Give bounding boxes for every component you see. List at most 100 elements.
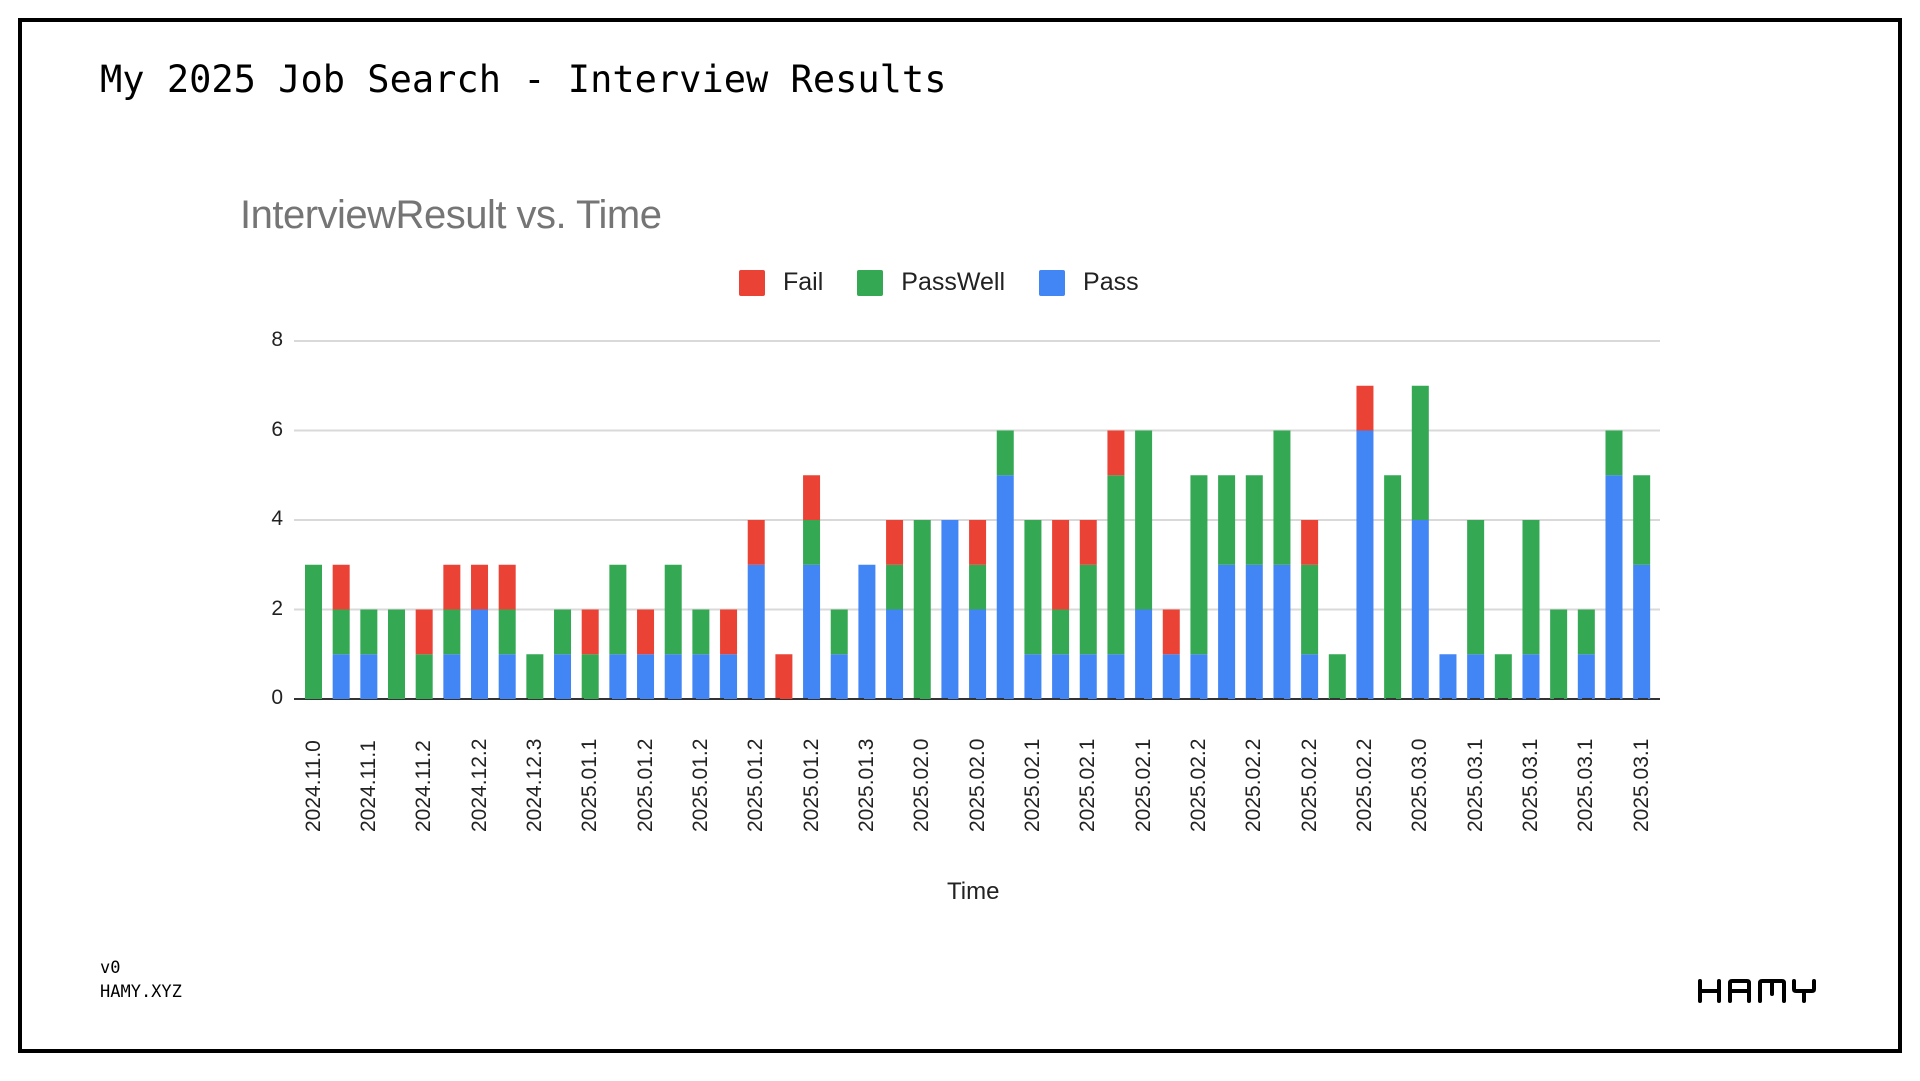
bar-stack [526, 654, 544, 699]
bar-segment-passwell [443, 609, 461, 655]
bar-stack [913, 520, 931, 699]
x-tick-label: 2025.02.0 [965, 738, 989, 832]
x-tick-label: 2024.12.3 [522, 738, 546, 832]
bar-segment-passwell [305, 564, 322, 699]
bar-segment-pass [1522, 654, 1540, 699]
y-tick-label: 0 [271, 686, 283, 709]
bar-stack [1107, 430, 1125, 699]
bar-segment-passwell [692, 609, 710, 655]
bar-segment-passwell [609, 564, 627, 655]
bar-segment-fail [747, 520, 765, 565]
x-tick-label: 2025.01.2 [633, 738, 657, 832]
bar-stack [692, 609, 710, 699]
bar-segment-pass [830, 654, 848, 699]
legend-item-passwell: PassWell [857, 268, 1005, 297]
bar-segment-passwell [830, 609, 848, 655]
bar-segment-passwell [1052, 609, 1070, 655]
bar-stack [1052, 520, 1070, 699]
bar-segment-passwell [1494, 654, 1512, 699]
x-tick-label: 2025.02.0 [910, 738, 934, 832]
bar-segment-passwell [1633, 475, 1651, 565]
bar-segment-pass [1162, 654, 1180, 699]
bar-stack [1190, 475, 1208, 699]
bar-segment-fail [1356, 385, 1374, 431]
bar-stack [1024, 520, 1042, 699]
bar-segment-pass [554, 654, 572, 699]
legend-swatch-fail [739, 269, 765, 296]
bar-segment-pass [996, 475, 1014, 699]
bar-segment-pass [443, 654, 461, 699]
bar-stack [1522, 520, 1540, 699]
bar-segment-passwell [1301, 564, 1319, 655]
bar-stack [1079, 520, 1097, 699]
x-tick-label: 2024.11.1 [356, 740, 380, 832]
bar-stack [1494, 654, 1512, 699]
bar-segment-passwell [886, 564, 904, 610]
bar-stack [720, 609, 738, 699]
bar-stack [581, 609, 599, 699]
bar-segment-fail [720, 609, 738, 655]
hamy-logo-icon [1698, 979, 1816, 1003]
bar-segment-passwell [526, 654, 544, 699]
x-tick-label: 2025.03.1 [1574, 738, 1598, 832]
bar-stack [664, 564, 682, 699]
bar-segment-fail [498, 564, 516, 610]
bar-stack [637, 609, 655, 699]
bar-segment-pass [1107, 654, 1125, 699]
bar-stack [996, 430, 1014, 699]
bar-segment-fail [1052, 520, 1070, 610]
bar-segment-pass [692, 654, 710, 699]
bar-segment-passwell [1190, 475, 1208, 655]
x-tick-label: 2025.02.1 [1076, 738, 1100, 832]
bar-stack [471, 564, 489, 699]
x-axis-title: Time [947, 878, 1000, 905]
bar-stack [1135, 430, 1153, 699]
bar-segment-fail [471, 564, 489, 610]
bar-segment-pass [858, 564, 876, 699]
bar-segment-passwell [554, 609, 572, 655]
bar-stack [1467, 520, 1485, 699]
bar-stack [360, 609, 378, 699]
bar-segment-pass [1245, 564, 1263, 699]
bar-stack [1633, 475, 1651, 699]
bar-segment-passwell [388, 609, 406, 699]
legend-label-pass: Pass [1083, 268, 1139, 296]
bar-segment-pass [1052, 654, 1070, 699]
bar-segment-pass [1218, 564, 1236, 699]
x-tick-label: 2025.03.1 [1463, 738, 1487, 832]
bar-stack [415, 609, 433, 699]
bar-segment-pass [664, 654, 682, 699]
bar-segment-passwell [415, 654, 433, 699]
bar-segment-pass [1301, 654, 1319, 699]
bar-segment-fail [1079, 520, 1097, 565]
bar-segment-passwell [913, 520, 931, 699]
y-tick-label: 2 [271, 596, 283, 620]
legend-swatch-passwell [857, 269, 884, 296]
bar-segment-fail [1301, 520, 1319, 565]
bar-segment-pass [1135, 609, 1153, 699]
x-tick-label: 2025.02.2 [1242, 738, 1266, 832]
bar-segment-fail [581, 609, 599, 655]
legend-item-pass: Pass [1039, 268, 1139, 297]
bar-segment-fail [332, 564, 350, 610]
bar-stack [305, 564, 322, 699]
bar-segment-passwell [360, 609, 378, 655]
x-tick-label: 2025.01.2 [799, 738, 823, 832]
bar-stack [1273, 430, 1291, 699]
bar-stack [1301, 520, 1319, 699]
bar-segment-passwell [1384, 475, 1402, 699]
bar-segment-passwell [581, 654, 599, 699]
bar-stack [1605, 430, 1623, 699]
bar-stack [858, 564, 876, 699]
bar-segment-pass [1273, 564, 1291, 699]
legend-label-passwell: PassWell [901, 268, 1006, 296]
x-tick-label: 2025.01.3 [854, 738, 878, 832]
bar-stack [1439, 654, 1457, 699]
x-tick-label: 2025.02.1 [1131, 738, 1155, 832]
bar-stack [747, 520, 765, 699]
x-tick-label: 2025.01.2 [744, 738, 768, 832]
bar-segment-pass [1079, 654, 1097, 699]
bar-stack [1577, 609, 1595, 699]
bar-segment-passwell [1079, 564, 1097, 655]
bar-segment-fail [637, 609, 655, 655]
